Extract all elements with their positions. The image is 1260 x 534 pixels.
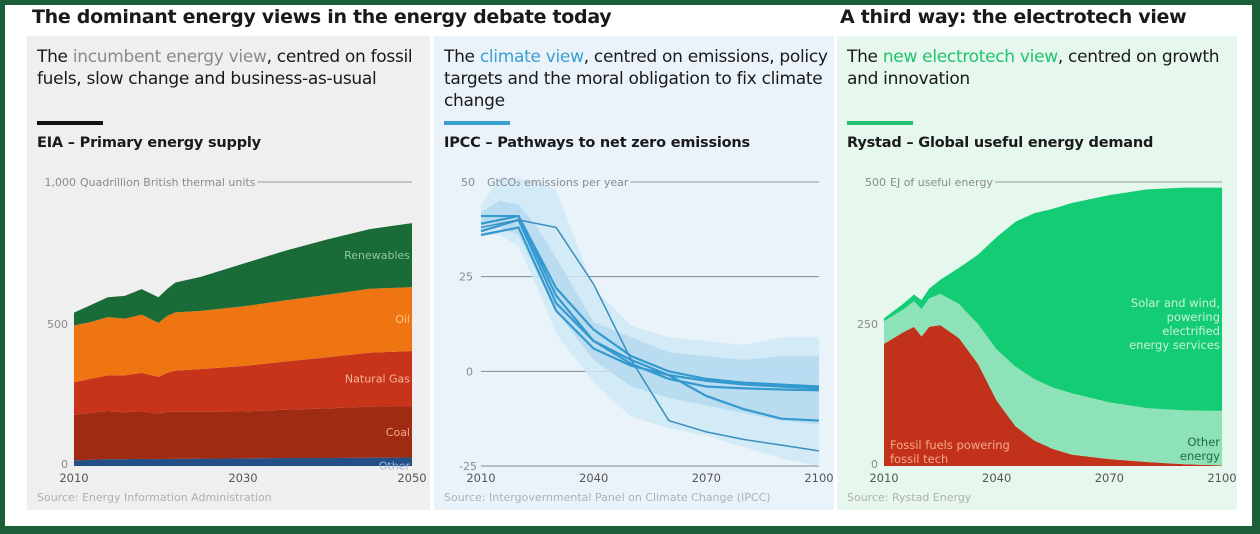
panel-description: The climate view, centred on emissions, … — [444, 47, 828, 111]
y-axis-unit-label: GtCO₂ emissions per year — [487, 176, 629, 189]
y-axis-unit-label: EJ of useful energy — [890, 176, 993, 189]
highlight-climate-view: climate view — [479, 47, 584, 67]
series-label-solar-and-wind: Solar and wind, powering electrified energy… — [1129, 296, 1220, 352]
y-tick-label: 500 — [865, 176, 886, 189]
heading-dominant-views: The dominant energy views in the energy … — [32, 6, 612, 28]
panel-electrotech-view: The new electrotech view, centred on gro… — [837, 36, 1237, 510]
chart-title: EIA – Primary energy supply — [37, 135, 261, 151]
series-label-fossil-fuels: Fossil fuels powering fossil tech — [890, 438, 1010, 466]
y-tick-label: 1,000 — [45, 176, 77, 189]
series-label-other: Other — [379, 459, 411, 472]
y-axis-unit-label: Quadrillion British thermal units — [80, 176, 256, 189]
pathway-line-3 — [480, 218, 820, 422]
series-label-natural-gas: Natural Gas — [345, 373, 410, 386]
highlight-incumbent-view: incumbent energy view — [72, 47, 267, 67]
accent-bar — [444, 121, 510, 125]
highlight-electrotech-view: new electrotech view — [882, 47, 1058, 67]
panel-description: The new electrotech view, centred on gro… — [847, 47, 1220, 89]
y-tick-label: 0 — [871, 458, 878, 471]
x-tick-label: 2010 — [869, 471, 898, 485]
y-tick-label: 0 — [61, 458, 68, 471]
eia-area-chart: Other Coal Natural Gas Oil Renewables Quadril… — [45, 176, 427, 485]
x-tick-label: 2070 — [692, 471, 721, 485]
heading-third-way: A third way: the electrotech view — [840, 6, 1187, 28]
x-tick-label: 2050 — [397, 471, 426, 485]
chart-title: Rystad – Global useful energy demand — [847, 135, 1154, 151]
x-tick-label: 2070 — [1095, 471, 1124, 485]
accent-bar — [37, 121, 103, 125]
panel-climate-view: The climate view, centred on emissions, … — [434, 36, 834, 510]
pathway-line-1 — [481, 214, 820, 388]
y-tick-label: 50 — [461, 176, 475, 189]
area-other-energy — [884, 293, 1222, 466]
series-label-renewables: Renewables — [344, 249, 410, 262]
source-note: Source: Rystad Energy — [847, 491, 972, 504]
x-tick-label: 2010 — [466, 471, 495, 485]
area-oil — [74, 287, 412, 383]
series-label-oil: Oil — [395, 313, 410, 326]
area-natural-gas — [74, 350, 412, 415]
pathway-line-4 — [480, 219, 820, 452]
source-note: Source: Intergovernmental Panel on Clima… — [444, 491, 771, 504]
panel-incumbent-view: The incumbent energy view, centred on fo… — [27, 36, 430, 510]
y-tick-label: -25 — [459, 460, 477, 473]
panel-description: The incumbent energy view, centred on fo… — [37, 47, 413, 89]
x-tick-label: 2040 — [982, 471, 1011, 485]
accent-bar — [847, 121, 913, 125]
x-tick-label: 2030 — [228, 471, 257, 485]
y-tick-label: 500 — [47, 318, 68, 331]
range-band-2 — [481, 200, 819, 425]
x-tick-label: 2010 — [59, 471, 88, 485]
series-label-other-energy: Other energy — [1180, 435, 1220, 463]
series-label-coal: Coal — [386, 426, 410, 439]
area-coal — [74, 406, 412, 461]
y-tick-label: 25 — [459, 271, 473, 284]
area-fossil-fuels — [884, 325, 1222, 466]
rystad-area-chart: Fossil fuels powering fossil tech Other ene… — [857, 176, 1237, 485]
source-note: Source: Energy Information Administratio… — [37, 491, 272, 504]
x-tick-label: 2100 — [804, 471, 833, 485]
area-other — [74, 457, 412, 466]
x-tick-label: 2100 — [1207, 471, 1236, 485]
y-tick-label: 0 — [466, 365, 473, 378]
chart-title: IPCC – Pathways to net zero emissions — [444, 135, 750, 151]
y-tick-label: 250 — [857, 318, 878, 331]
pathway-line-5 — [480, 226, 820, 390]
area-renewables — [74, 223, 412, 326]
area-solar-and-wind — [884, 187, 1222, 411]
x-tick-label: 2040 — [579, 471, 608, 485]
